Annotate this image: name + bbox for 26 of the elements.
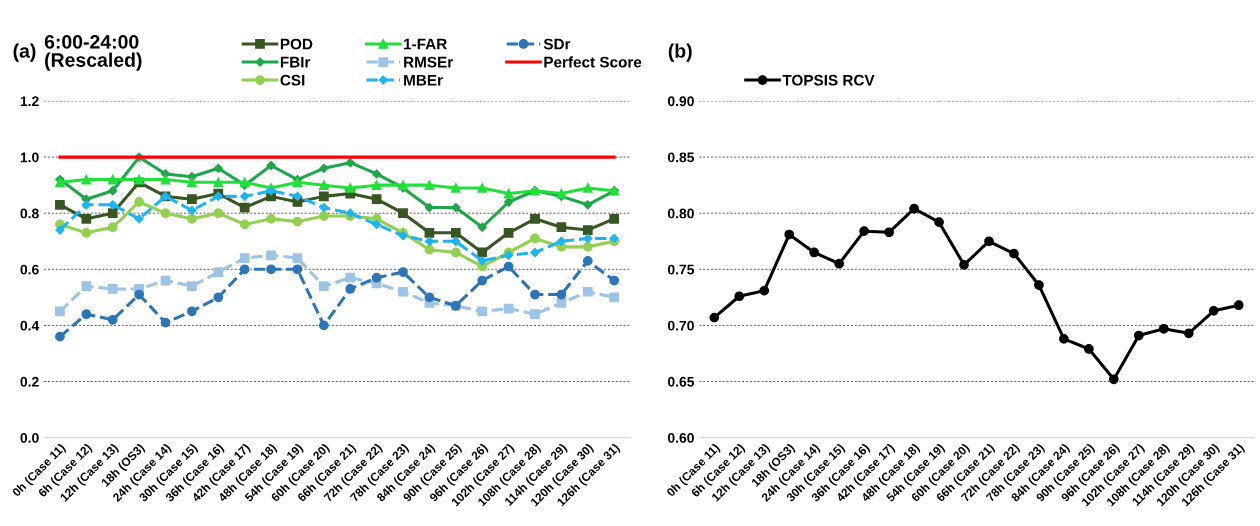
y-tick-label: 0.2 (20, 376, 39, 387)
y-tick-label: 1.0 (20, 152, 39, 163)
y-tick-label: 0.0 (20, 432, 39, 443)
y-tick-label: 0.60 (667, 432, 694, 443)
legend-label: 1-FAR (404, 38, 447, 50)
legend-label: TOPSIS RCV (782, 74, 875, 86)
y-tick-label: 0.4 (20, 320, 40, 331)
y-tick-label: 0.80 (667, 208, 694, 219)
chart-title: (b) (668, 43, 692, 62)
legend-label: Perfect Score (544, 56, 642, 68)
y-tick-label: 1.2 (20, 96, 39, 107)
legend-label: RMSEr (404, 56, 453, 68)
legend-label: MBEr (404, 74, 443, 86)
y-tick-label: 0.70 (667, 320, 694, 331)
y-tick-label: 0.90 (667, 96, 694, 107)
legend-label: POD (280, 38, 313, 50)
chart-subtitle: 6:00-24:00 (Rescaled) (44, 34, 142, 71)
y-tick-label: 0.6 (20, 264, 39, 275)
y-tick-label: 0.8 (20, 208, 39, 219)
y-tick-label: 0.85 (667, 152, 695, 163)
y-tick-label: 0.75 (667, 264, 695, 275)
legend-label: FBIr (280, 56, 311, 68)
chart-title: (a) (13, 43, 36, 62)
legend-label: SDr (543, 38, 571, 50)
y-tick-label: 0.65 (667, 376, 695, 387)
legend-label: CSI (280, 74, 305, 86)
